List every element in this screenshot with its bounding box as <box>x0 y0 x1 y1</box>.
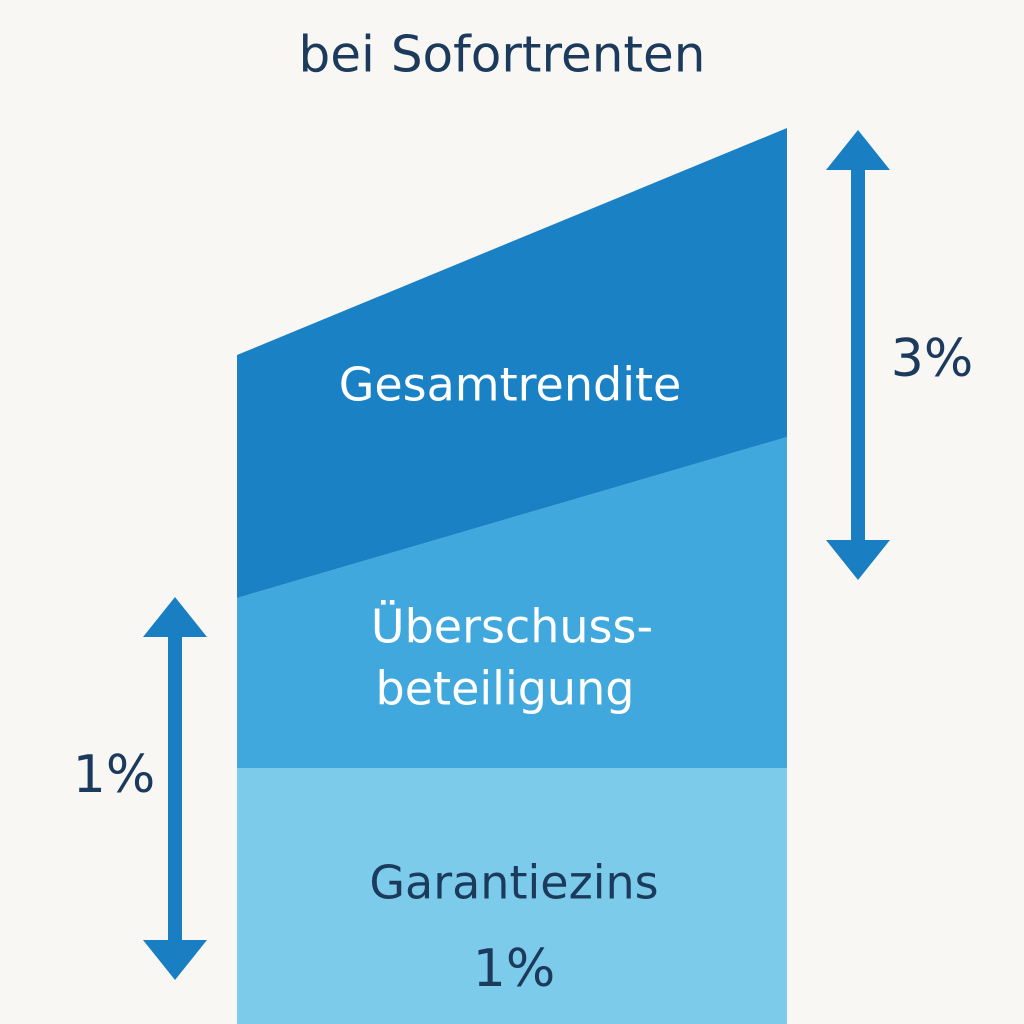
guarantee-layer <box>237 768 787 1024</box>
layer-value: 1% <box>473 939 556 999</box>
total-layer <box>237 128 787 598</box>
arrow-left <box>143 597 207 980</box>
layer-label: Gesamtrendite <box>339 358 682 412</box>
layer-label: Garantiezins <box>369 856 658 910</box>
title: bei Sofortrenten <box>299 26 706 84</box>
arrow-label: 3% <box>891 329 974 389</box>
arrow-right <box>826 130 890 580</box>
layer-label: Überschuss- <box>371 600 653 654</box>
arrow-label: 1% <box>73 745 156 805</box>
layer-label: beteiligung <box>376 662 635 716</box>
surplus-layer <box>237 437 787 768</box>
